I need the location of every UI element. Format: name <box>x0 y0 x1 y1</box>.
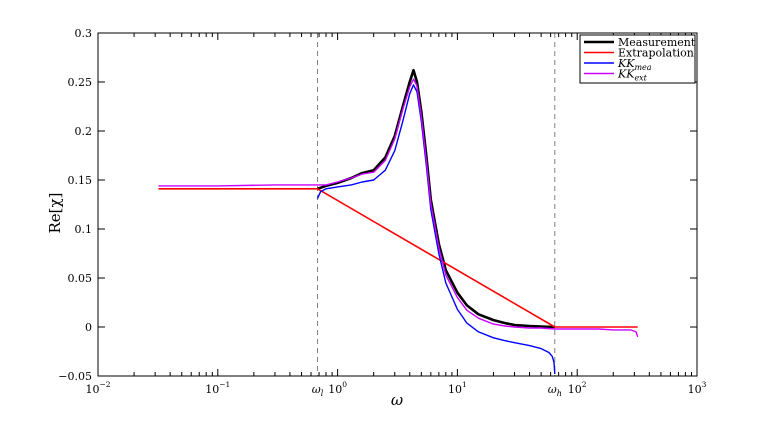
y-tick-label: 0.25 <box>68 76 93 89</box>
plot-area: ωl ωh <box>312 33 562 398</box>
y-tick-label: 0.3 <box>75 27 93 40</box>
series-line <box>158 78 639 338</box>
x-tick-label: 102 <box>568 380 587 396</box>
x-tick-label: 101 <box>448 380 467 396</box>
legend-entry: KKmea <box>617 57 652 72</box>
axes-layer: 10−2 10−1 100 101 102 103 −0.05 0 0.05 0.1 0.15 0.2… <box>58 27 706 396</box>
y-tick-label: −0.05 <box>58 370 92 383</box>
reference-line-label: ωl <box>312 383 324 398</box>
x-tick-label: 10−1 <box>205 380 230 396</box>
y-axis-label: Re[χ] <box>46 193 64 234</box>
x-tick-label: 103 <box>688 380 707 396</box>
y-tick-label: 0.1 <box>75 223 93 236</box>
series-layer <box>158 68 639 375</box>
axes-frame <box>97 32 698 377</box>
legend-entry: KKext <box>617 68 648 83</box>
legend-entry: Extrapolation <box>618 47 694 60</box>
y-tick-label: 0.2 <box>75 125 93 138</box>
x-tick-label: 10−2 <box>85 380 110 396</box>
y-tick-label: 0.05 <box>68 272 93 285</box>
reference-line-label: ωh <box>548 383 562 398</box>
x-axis-label: ω <box>391 391 403 409</box>
series-line <box>158 188 638 328</box>
y-tick-label: 0.15 <box>68 174 93 187</box>
x-tick-label: 100 <box>328 380 347 396</box>
y-tick-label: 0 <box>85 321 92 334</box>
legend-entry: Measurement <box>618 36 696 49</box>
